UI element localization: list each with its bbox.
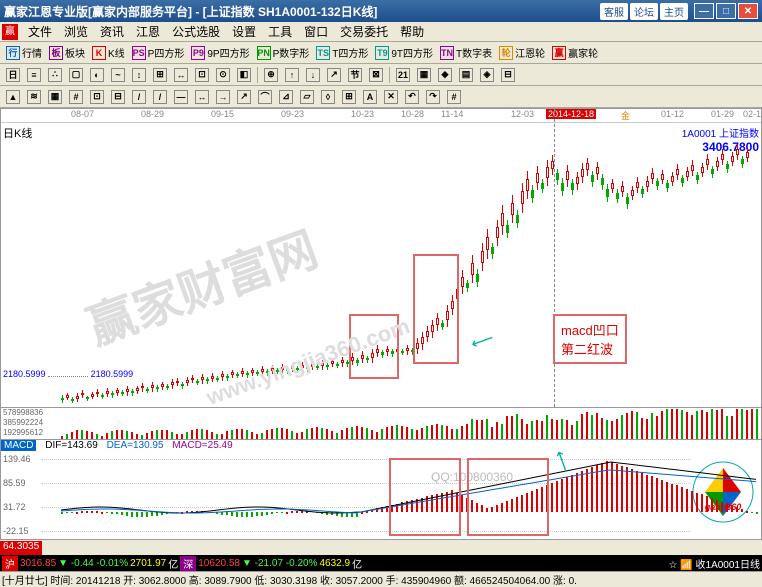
tb2-icon-14[interactable]: ↑ [282,66,302,84]
tb3-icon-2[interactable]: ▦ [45,88,65,106]
tb2-icon-2[interactable]: ∴ [45,66,65,84]
menubar: 赢 文件浏览资讯江恩公式选股设置工具窗口交易委托帮助 [0,22,762,42]
titlebar: 赢家江恩专业版[赢家内部服务平台] - [上证指数 SH1A0001-132日K… [0,0,762,22]
tb2-icon-25[interactable]: ⊟ [498,66,518,84]
tbtn-板块[interactable]: 板板块 [46,43,88,62]
tb3-icon-6[interactable]: / [129,88,149,106]
panel-label: 日K线 [3,125,32,141]
status-red-value: 64.3035 [0,541,42,555]
link-luntan[interactable]: 论坛 [630,3,658,20]
maximize-button[interactable]: □ [716,3,736,19]
tb2-icon-17[interactable]: 节 [345,66,365,84]
tb3-icon-18[interactable]: ✕ [381,88,401,106]
kline-chart[interactable]: 08-0708-2909-1509-2310-2310-2811-1412-03… [0,108,762,408]
tb3-icon-7[interactable]: / [150,88,170,106]
tb3-icon-10[interactable]: → [213,88,233,106]
macd-header: MACD DIF=143.69 DEA=130.95 MACD=25.49 [1,440,239,451]
date-axis: 08-0708-2909-1509-2310-2310-2811-1412-03… [1,109,761,123]
minimize-button[interactable]: — [694,3,714,19]
tb2-icon-4[interactable]: ◐ [87,66,107,84]
link-kefu[interactable]: 客服 [600,3,628,20]
tb2-icon-23[interactable]: ▤ [456,66,476,84]
tbtn-P四方形[interactable]: PSP四方形 [129,43,188,62]
tb2-icon-0[interactable]: 日 [3,66,23,84]
window-buttons: — □ ✕ [694,3,758,19]
status-detail: [十月廿七] 时间: 20141218 开: 3062.8000 高: 3089… [0,571,762,587]
tb2-icon-22[interactable]: ◆ [435,66,455,84]
tb2-icon-9[interactable]: ⊡ [192,66,212,84]
highlight-rect [413,254,459,364]
close-button[interactable]: ✕ [738,3,758,19]
macd-panel[interactable]: MACD DIF=143.69 DEA=130.95 MACD=25.49 QQ… [0,440,762,540]
tb3-icon-13[interactable]: ⊿ [276,88,296,106]
menu-浏览[interactable]: 浏览 [58,23,94,41]
watermark-zh: 赢家财富网 [76,210,325,358]
highlight-rect [349,314,399,379]
tb2-icon-7[interactable]: ⊞ [150,66,170,84]
tb3-icon-15[interactable]: ◊ [318,88,338,106]
volume-panel[interactable]: 578998836385992224192995612 [0,408,762,440]
tb3-icon-1[interactable]: ≋ [24,88,44,106]
tb2-icon-3[interactable]: ▢ [66,66,86,84]
title-links: 客服 论坛 主页 [600,3,688,20]
tb3-icon-21[interactable]: # [444,88,464,106]
tb3-icon-8[interactable]: — [171,88,191,106]
tb2-icon-15[interactable]: ↓ [303,66,323,84]
tbtn-K线[interactable]: KK线 [89,43,128,62]
toolbar-main: 行行情板板块KK线PSP四方形P99P四方形PNP数字形TST四方形T99T四方… [0,42,762,64]
menu-资讯[interactable]: 资讯 [94,23,130,41]
tb3-icon-17[interactable]: A [360,88,380,106]
tb2-icon-11[interactable]: ◧ [234,66,254,84]
menu-工具[interactable]: 工具 [262,23,298,41]
menu-窗口[interactable]: 窗口 [298,23,334,41]
tbtn-江恩轮[interactable]: 轮江恩轮 [496,43,548,62]
tb3-icon-14[interactable]: ▱ [297,88,317,106]
tb3-icon-20[interactable]: ↷ [423,88,443,106]
tb2-icon-8[interactable]: ↔ [171,66,191,84]
tb2-icon-16[interactable]: ↗ [324,66,344,84]
tb2-icon-10[interactable]: ⊙ [213,66,233,84]
tb2-icon-5[interactable]: ~ [108,66,128,84]
tbtn-9T四方形[interactable]: T99T四方形 [372,43,436,62]
tbtn-赢家轮[interactable]: 赢赢家轮 [549,43,601,62]
menu-文件[interactable]: 文件 [22,23,58,41]
arrow-icon: ⟵ [468,328,496,355]
menu-帮助[interactable]: 帮助 [394,23,430,41]
tb3-icon-11[interactable]: ↗ [234,88,254,106]
tb3-icon-19[interactable]: ↶ [402,88,422,106]
tb2-icon-20[interactable]: 21 [393,66,413,84]
tb3-icon-5[interactable]: ⊟ [108,88,128,106]
window-title: 赢家江恩专业版[赢家内部服务平台] - [上证指数 SH1A0001-132日K… [4,3,600,20]
tbtn-9P四方形[interactable]: P99P四方形 [188,43,252,62]
menu-设置[interactable]: 设置 [226,23,262,41]
tbtn-T数字表[interactable]: TNT数字表 [437,43,495,62]
gann360-logo-icon: gann360 [691,460,755,524]
tb2-icon-6[interactable]: ↕ [129,66,149,84]
tbtn-行情[interactable]: 行行情 [3,43,45,62]
app-logo-icon: 赢 [2,24,18,40]
tb2-icon-24[interactable]: ◈ [477,66,497,84]
status-market: 沪 3016.85 ▼ -0.44 -0.01% 2701.97亿 深 1062… [0,555,762,571]
tb3-icon-16[interactable]: ⊞ [339,88,359,106]
tb2-icon-1[interactable]: ≡ [24,66,44,84]
menu-江恩[interactable]: 江恩 [130,23,166,41]
tb3-icon-3[interactable]: # [66,88,86,106]
tb2-icon-13[interactable]: ⊕ [261,66,281,84]
toolbar-view: 日≡∴▢◐~↕⊞↔⊡⊙◧ ⊕↑↓↗节⊠ 21▦◆▤◈⊟ [0,64,762,86]
tb2-icon-18[interactable]: ⊠ [366,66,386,84]
tb3-icon-12[interactable]: ⌒ [255,88,275,106]
tb2-icon-21[interactable]: ▦ [414,66,434,84]
menu-公式选股[interactable]: 公式选股 [166,23,226,41]
toolbar-draw: ▲≋▦#⊡⊟//—↔→↗⌒⊿▱◊⊞A✕↶↷# [0,86,762,108]
menu-交易委托[interactable]: 交易委托 [334,23,394,41]
tb3-icon-4[interactable]: ⊡ [87,88,107,106]
link-zhuye[interactable]: 主页 [660,3,688,20]
annotation-box: macd凹口第二红波 [553,314,627,364]
tbtn-T四方形[interactable]: TST四方形 [313,43,371,62]
tbtn-P数字形[interactable]: PNP数字形 [254,43,313,62]
tb3-icon-0[interactable]: ▲ [3,88,23,106]
tb3-icon-9[interactable]: ↔ [192,88,212,106]
